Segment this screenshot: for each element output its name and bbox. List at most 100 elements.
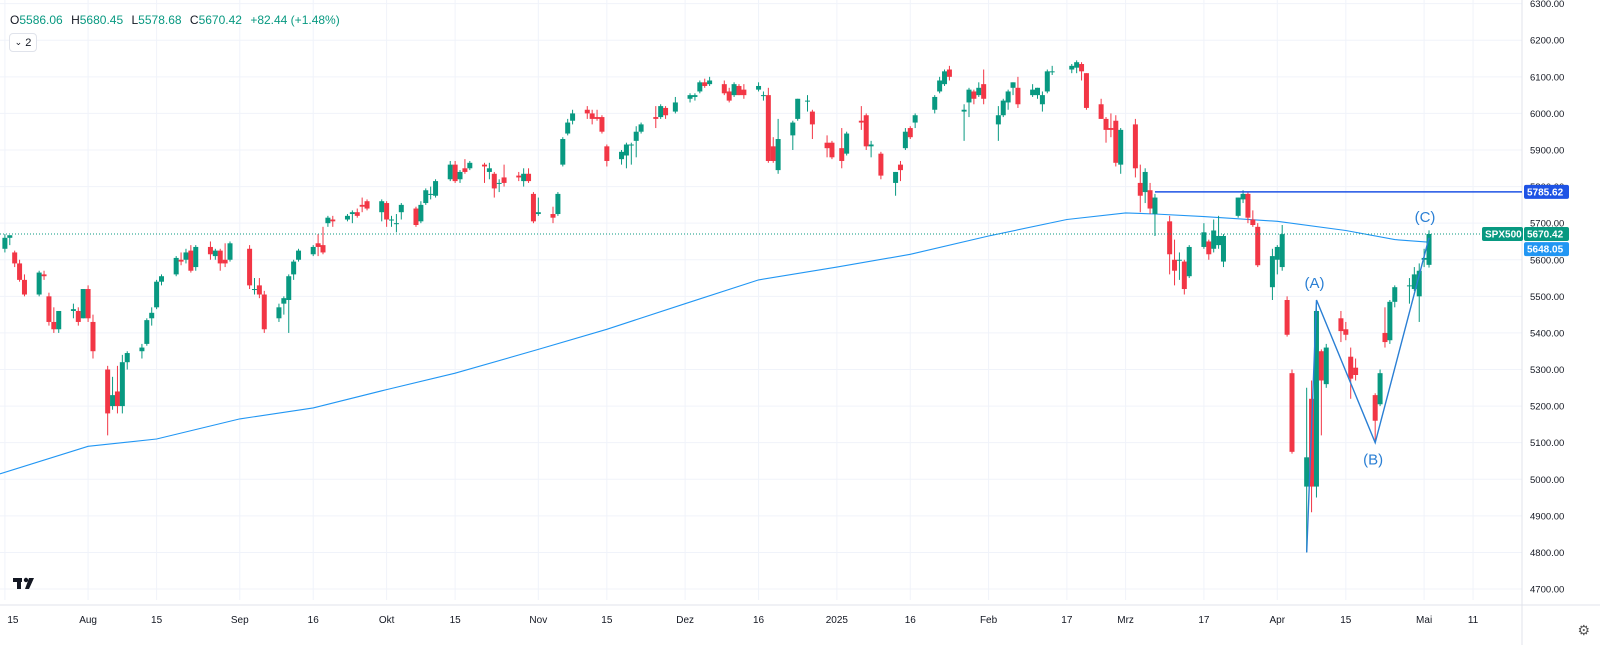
candle-body [2,237,8,249]
candle [149,307,155,326]
elliott-wave-line [1306,237,1430,553]
candle-body [354,212,360,216]
candle-body [428,193,434,195]
candle-body [946,69,952,77]
candle-body [158,276,164,282]
close-value: 5670.42 [198,13,242,27]
candle-body [844,133,850,154]
candle-body [183,252,189,260]
candle-body [535,212,541,215]
price-tick-label: 6100.00 [1530,72,1564,83]
indicators-toggle-button[interactable]: ⌄ 2 [9,33,37,52]
annotations: (A) (B) (C) [0,191,1522,553]
candle [457,170,463,183]
candle-body [912,115,918,123]
time-tick-label: Feb [980,615,998,626]
candle-body [971,91,977,99]
time-tick-label: Aug [79,615,97,626]
candle [1289,369,1295,454]
candle [1137,164,1143,213]
candle-body [124,353,130,363]
candle-body [550,214,556,218]
low-value: 5578.68 [138,13,182,27]
time-tick-label: Dez [676,615,694,626]
candle [452,160,458,183]
price-tick-label: 4900.00 [1530,511,1564,522]
candle [765,87,771,163]
candle-body [80,289,86,319]
candle [1079,62,1085,81]
candle-body [702,82,708,86]
candle-body [932,96,938,110]
candle-body [296,250,302,260]
candle-body [736,85,742,96]
candle-body [212,250,218,257]
candle [393,214,399,233]
candle-body [1079,64,1085,72]
tradingview-logo-icon[interactable] [12,573,40,593]
time-tick-label: 17 [1198,615,1210,626]
ma-price-label: 5648.05 [1524,242,1569,257]
high-value: 5680.45 [79,13,124,27]
candle-body [433,181,439,196]
candle [653,106,659,129]
candle-body [809,111,815,125]
time-tick-label: 17 [1061,615,1073,626]
candle [981,69,987,105]
price-axis[interactable]: 4700.00 4800.00 4900.00 5000.00 5100.00 5200.… [1482,0,1569,596]
candle [961,104,967,141]
candle-body [839,148,845,161]
candle [310,245,316,257]
candle [658,104,664,119]
time-tick-label: Nov [529,615,547,626]
candle [594,109,600,121]
candle [1269,248,1275,300]
candle-body [286,276,292,300]
open-value: 5586.06 [19,13,63,27]
candle-body [1279,234,1285,268]
candle-body [1152,197,1158,215]
candle [281,296,287,315]
candles [2,60,1432,553]
candle [1103,117,1109,143]
time-tick-label: 15 [7,615,19,626]
candle [207,241,213,260]
candle-body [619,151,625,160]
candle [7,235,13,246]
candle [154,279,160,310]
candle [1000,98,1006,118]
candle-body [1098,104,1104,119]
price-tick-label: 5500.00 [1530,292,1564,303]
price-tick-label: 6300.00 [1530,0,1564,10]
candle [663,106,669,119]
candle [584,106,590,119]
candle-body [981,84,987,99]
candle [1186,245,1192,279]
candle-body [1005,91,1011,103]
high-key: H [71,13,80,27]
candle [36,270,42,297]
candle-body [663,107,669,116]
candle-body [1426,233,1432,265]
candle [486,162,492,180]
candle [516,171,522,182]
candle [183,248,189,264]
candle [560,137,566,167]
candle [325,215,331,227]
candle [795,98,801,121]
time-axis[interactable]: 15 Aug 15 Sep 16 Okt 15 Nov 15 Dez 16 2025 16 Feb 17 Mr… [7,615,1478,626]
candle-body [707,80,713,85]
candle [1005,89,1011,110]
candle [354,208,360,218]
settings-gear-icon[interactable]: ⚙ [1577,622,1590,638]
candle [320,226,326,255]
candle-body [721,84,727,94]
candle-body [638,124,644,132]
last-price-label-bg [1524,226,1569,241]
candle-body [594,117,600,119]
candle-body [1250,219,1256,225]
candle-body [393,223,399,225]
candle-body [1000,100,1006,116]
candle-body [447,164,453,180]
